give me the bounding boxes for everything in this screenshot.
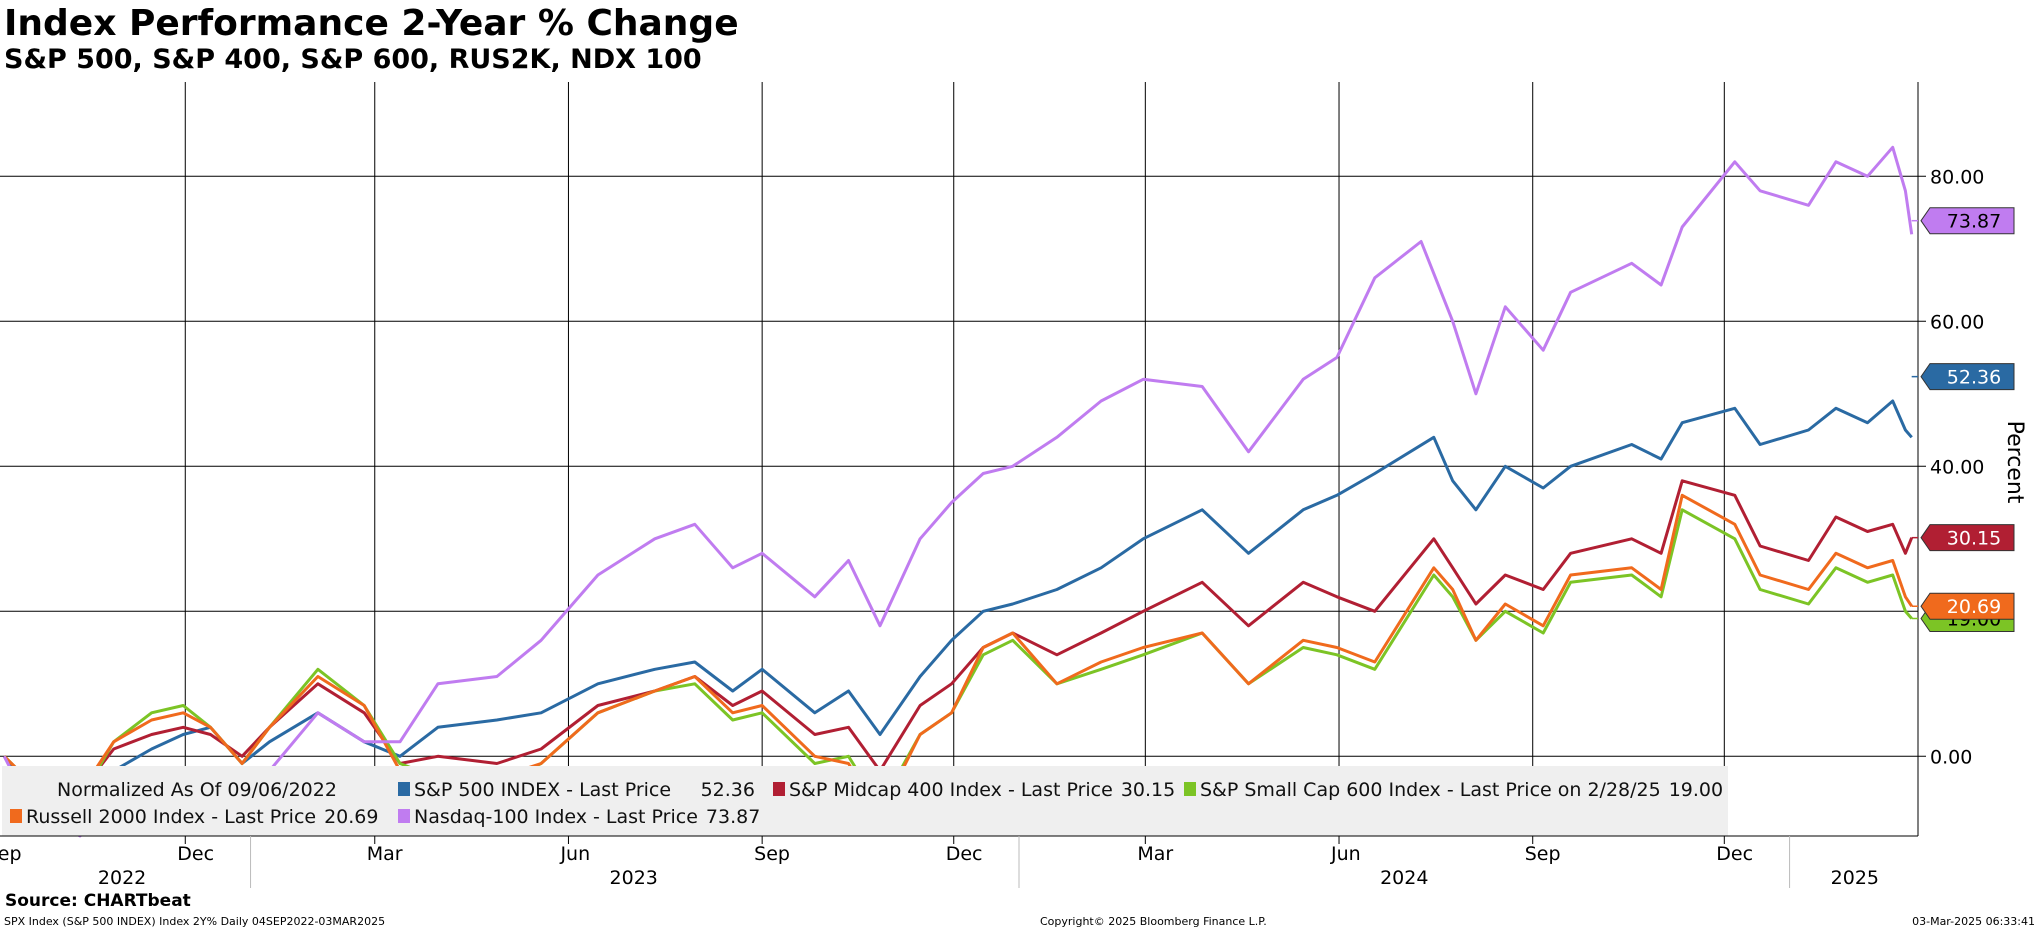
x-year-label: 2024 (1380, 867, 1428, 889)
legend-note: Normalized As Of 09/06/2022 (57, 779, 337, 801)
x-year-label: 2025 (1831, 867, 1879, 889)
legend-box (2, 766, 1728, 836)
x-year-label: 2022 (98, 867, 146, 889)
legend-label: S&P Midcap 400 Index - Last Price (789, 779, 1113, 801)
last-value-text: 52.36 (1947, 367, 2001, 389)
plot-area (0, 82, 1918, 836)
last-value-text: 30.15 (1947, 528, 2001, 550)
x-month-label: Dec (946, 843, 983, 865)
x-month-label: Sep (1525, 843, 1561, 865)
chart-title: Index Performance 2-Year % Change (4, 3, 739, 44)
last-value-tag (1920, 524, 2015, 552)
copyright-note: Copyright© 2025 Bloomberg Finance L.P. (1040, 915, 1267, 928)
legend-swatch (398, 782, 410, 796)
x-month-label: Mar (1137, 843, 1173, 865)
last-value-text: 20.69 (1947, 596, 2001, 618)
legend-label: S&P Small Cap 600 Index - Last Price on … (1200, 779, 1661, 801)
grid-lines (0, 82, 1918, 836)
legend-value: 19.00 (1669, 779, 1723, 801)
last-value-tag (1920, 363, 2015, 391)
last-value-text: 73.87 (1947, 211, 2001, 233)
legend-value: 30.15 (1121, 779, 1175, 801)
y-tick-label: 40.00 (1930, 456, 1984, 478)
last-value-tag (1920, 207, 2015, 235)
x-year-label: 2023 (610, 867, 658, 889)
legend-swatch (773, 782, 785, 796)
plot-background (0, 82, 1918, 836)
legend-value: 20.69 (324, 806, 378, 828)
x-month-label: Dec (1716, 843, 1753, 865)
y-axis: 80.00 60.00 40.00 0.00 Percent (1917, 82, 2027, 836)
y-tick-label: 80.00 (1930, 166, 1984, 188)
y-axis-label: Percent (2002, 421, 2027, 504)
chart-subtitle: S&P 500, S&P 400, S&P 600, RUS2K, NDX 10… (4, 44, 702, 75)
legend-swatch (1184, 782, 1196, 796)
footer-index-note: SPX Index (S&P 500 INDEX) Index 2Y% Dail… (4, 915, 386, 928)
legend-label: Nasdaq-100 Index - Last Price (414, 806, 698, 828)
x-axis: Sep Dec Mar Jun Sep Dec Mar Jun Sep Dec 2022 2023 20… (0, 835, 1918, 889)
x-month-label: Dec (177, 843, 214, 865)
legend: Normalized As Of 09/06/2022 S&P 500 INDEX… (2, 766, 1728, 836)
timestamp: 03-Mar-2025 06:33:41 (1912, 915, 2035, 928)
x-month-label: Jun (1330, 843, 1361, 865)
legend-label: S&P 500 INDEX - Last Price (414, 779, 671, 801)
x-month-label: Sep (754, 843, 790, 865)
legend-value: 73.87 (706, 806, 760, 828)
x-month-label: Sep (0, 843, 21, 865)
legend-value: 52.36 (701, 779, 755, 801)
series-line (2, 399, 1913, 816)
x-month-label: Jun (559, 843, 590, 865)
legend-swatch (398, 809, 410, 823)
legend-label: Russell 2000 Index - Last Price (26, 806, 316, 828)
series-line (3, 493, 1913, 816)
last-value-tag (1920, 592, 2015, 620)
source-note: Source: CHARTbeat (5, 891, 191, 911)
legend-swatch (10, 809, 22, 823)
y-tick-label: 60.00 (1930, 311, 1984, 333)
x-month-label: Mar (367, 843, 403, 865)
y-tick-label: 0.00 (1930, 746, 1972, 768)
